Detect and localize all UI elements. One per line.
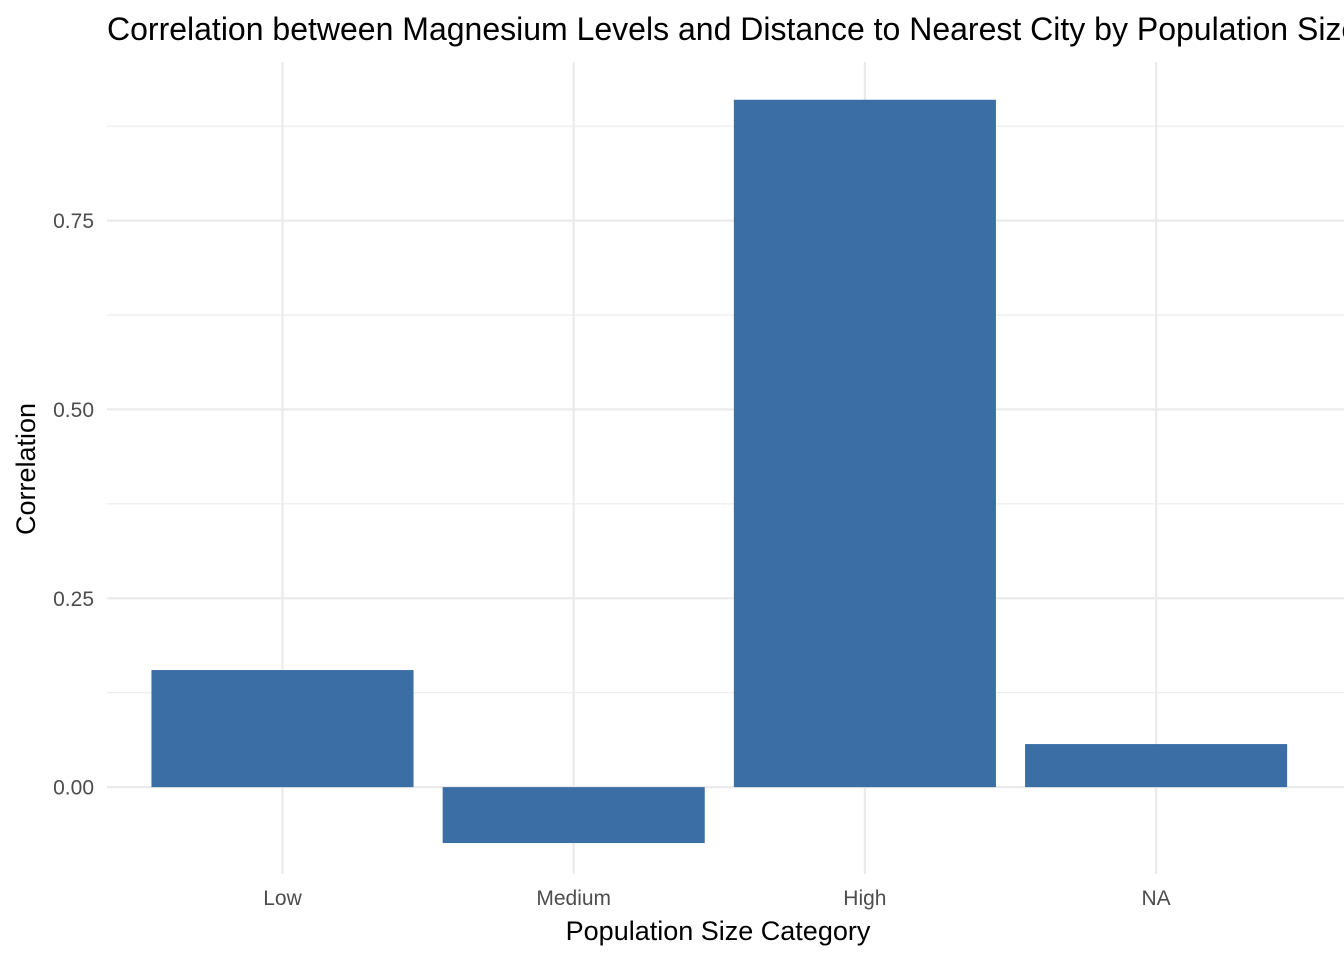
chart-title: Correlation between Magnesium Levels and… <box>107 11 1344 47</box>
x-tick-label: Low <box>263 887 302 910</box>
bar-na <box>1025 744 1288 788</box>
x-axis-ticks: Low Medium High NA <box>263 887 1170 910</box>
x-tick-label: High <box>843 887 886 910</box>
x-axis-title: Population Size Category <box>566 916 871 946</box>
bars <box>151 99 1288 844</box>
y-tick-label: 0.75 <box>53 210 94 233</box>
y-tick-label: 0.50 <box>53 399 94 422</box>
bar-high <box>733 99 996 788</box>
x-tick-label: NA <box>1142 887 1171 910</box>
bar-medium <box>442 787 705 844</box>
y-tick-label: 0.25 <box>53 588 94 611</box>
x-tick-label: Medium <box>536 887 611 910</box>
y-axis-ticks: 0.00 0.25 0.50 0.75 <box>53 210 94 800</box>
bar-low <box>151 670 414 788</box>
y-axis-title: Correlation <box>11 403 41 535</box>
y-tick-label: 0.00 <box>53 777 94 800</box>
